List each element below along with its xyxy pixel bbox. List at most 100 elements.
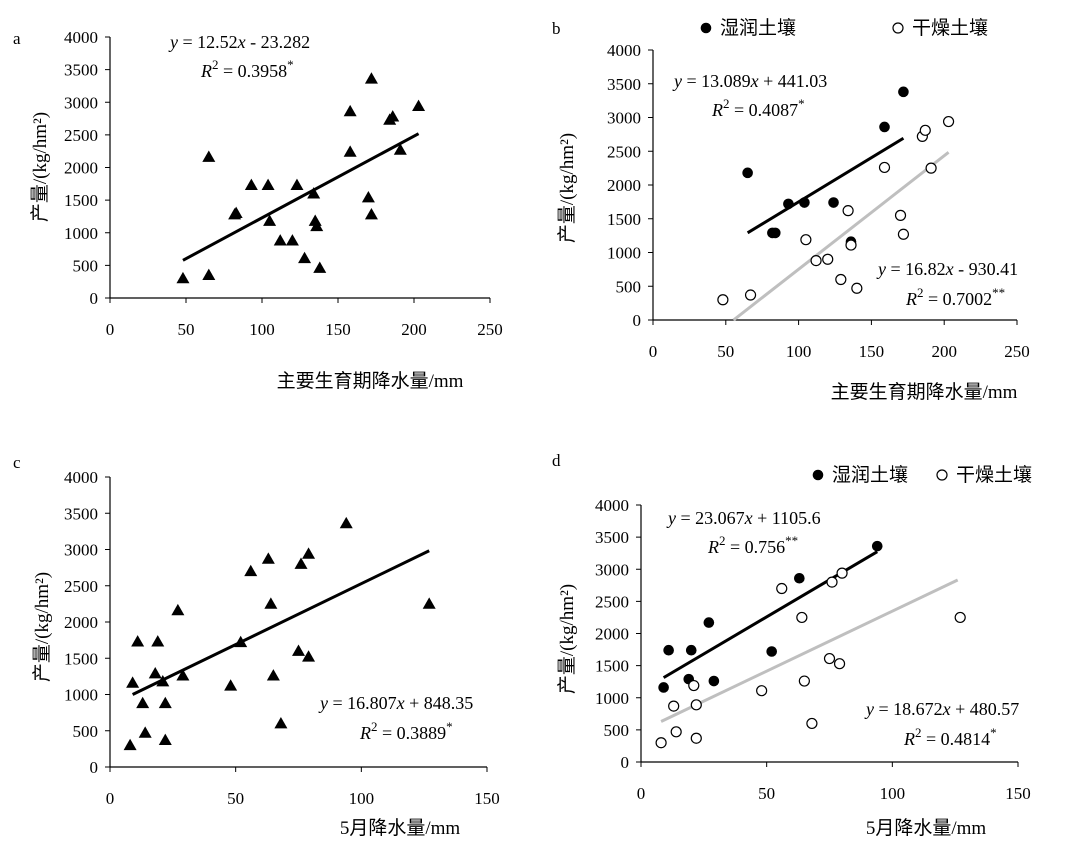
x-tick-label: 100 <box>249 320 275 339</box>
data-point <box>744 289 757 301</box>
y-tick-label: 1500 <box>607 210 641 229</box>
fit-line <box>660 578 959 723</box>
data-point <box>136 696 150 709</box>
data-point <box>126 676 140 688</box>
x-tick-label: 150 <box>474 789 500 808</box>
data-point <box>823 652 836 665</box>
data-point <box>879 121 890 133</box>
y-tick-label: 3000 <box>595 560 629 579</box>
legend-marker <box>936 469 948 481</box>
data-point <box>266 669 280 681</box>
data-point <box>688 679 700 692</box>
y-tick-label: 2000 <box>607 176 641 195</box>
panel-c: c 0 500 1000 1500 2000 2500 3000 3500 4000 0 50 100 1… <box>13 453 500 839</box>
data-point <box>171 603 185 616</box>
fit-equation: y = 23.067x + 1105.6 <box>666 508 821 528</box>
data-point <box>343 104 357 117</box>
x-tick-label: 50 <box>227 789 244 808</box>
x-tick-label: 0 <box>106 789 115 808</box>
y-axis-label: 产量/(kg/hm²) <box>556 584 578 694</box>
y-tick-label: 1500 <box>595 657 629 676</box>
data-point <box>364 207 378 220</box>
y-tick-label: 500 <box>616 277 642 296</box>
y-tick-label: 0 <box>90 289 99 308</box>
y-tick-label: 2500 <box>607 142 641 161</box>
data-point <box>919 124 931 136</box>
data-point <box>123 738 137 751</box>
x-axis-label: 主要生育期降水量/mm <box>277 370 464 392</box>
data-point <box>261 178 275 190</box>
data-point <box>798 675 810 687</box>
data-point <box>810 255 822 267</box>
panel-b: b 0 500 1000 1500 2000 2500 3000 3500 4000 0 50 100 1… <box>552 17 1030 403</box>
data-point <box>244 178 258 190</box>
data-point <box>897 228 910 240</box>
data-point <box>655 737 667 749</box>
data-point <box>836 567 848 579</box>
x-tick-label: 100 <box>880 784 906 803</box>
y-tick-label: 2000 <box>64 613 98 632</box>
data-point <box>800 234 812 246</box>
data-point <box>835 273 847 286</box>
data-point <box>668 700 680 712</box>
x-axis-label: 5月降水量/mm <box>340 817 461 839</box>
y-tick-label: 1500 <box>64 191 98 210</box>
y-tick-label: 2500 <box>595 592 629 611</box>
y-tick-label: 500 <box>604 721 630 740</box>
fit-equation: y = 12.52x - 23.282 <box>168 32 310 52</box>
panel-letter: d <box>552 451 561 470</box>
data-point <box>339 516 353 529</box>
y-tick-label: 4000 <box>64 28 98 47</box>
x-tick-label: 50 <box>178 320 195 339</box>
y-tick-label: 1500 <box>64 649 98 668</box>
fit-r-squared: R2 = 0.3958* <box>200 57 294 81</box>
fit-r-squared: R2 = 0.756** <box>707 533 798 557</box>
data-point <box>234 635 248 648</box>
data-point <box>302 650 316 662</box>
x-tick-label: 0 <box>649 342 658 361</box>
y-tick-label: 0 <box>90 758 99 777</box>
y-axis-label: 产量/(kg/hm²) <box>29 112 51 222</box>
data-point <box>158 733 172 746</box>
data-point <box>776 582 788 595</box>
data-point <box>294 557 308 569</box>
data-point <box>828 197 839 208</box>
x-tick-label: 100 <box>786 342 812 361</box>
data-point <box>898 86 909 98</box>
x-tick-label: 250 <box>1004 342 1030 361</box>
series-湿润土壤: y = 23.067x + 1105.6 R2 = 0.756** <box>658 508 883 693</box>
legend-label: 湿润土壤 <box>720 17 796 39</box>
y-tick-label: 2000 <box>64 159 98 178</box>
data-point <box>298 251 312 264</box>
x-tick-label: 150 <box>325 320 351 339</box>
y-axis-label: 产量/(kg/hm²) <box>31 572 53 682</box>
y-tick-label: 3000 <box>64 93 98 112</box>
x-tick-label: 150 <box>859 342 885 361</box>
series-干燥土壤: y = 16.82x - 930.41 R2 = 0.7002** <box>717 115 1018 322</box>
data-point <box>274 717 288 729</box>
data-point <box>770 227 781 239</box>
panel-letter: b <box>552 19 561 38</box>
data-point <box>708 675 720 687</box>
data-point <box>131 635 145 647</box>
panel-letter: c <box>13 453 21 472</box>
data-point <box>386 110 400 122</box>
data-point <box>151 635 165 647</box>
data-point <box>229 206 243 219</box>
data-point <box>307 187 321 199</box>
data-point <box>176 669 190 681</box>
x-tick-label: 50 <box>758 784 775 803</box>
fit-line <box>746 136 905 235</box>
data-point <box>742 167 753 179</box>
y-tick-label: 0 <box>633 311 642 330</box>
data-point <box>822 253 834 265</box>
data-point <box>285 234 299 246</box>
data-point <box>158 696 172 709</box>
y-tick-label: 3500 <box>64 504 98 523</box>
fit-line <box>732 151 950 322</box>
data-point <box>202 268 216 281</box>
data-point <box>756 685 768 697</box>
y-tick-label: 500 <box>73 722 99 741</box>
y-tick-label: 1000 <box>64 224 98 243</box>
data-point <box>422 597 436 609</box>
